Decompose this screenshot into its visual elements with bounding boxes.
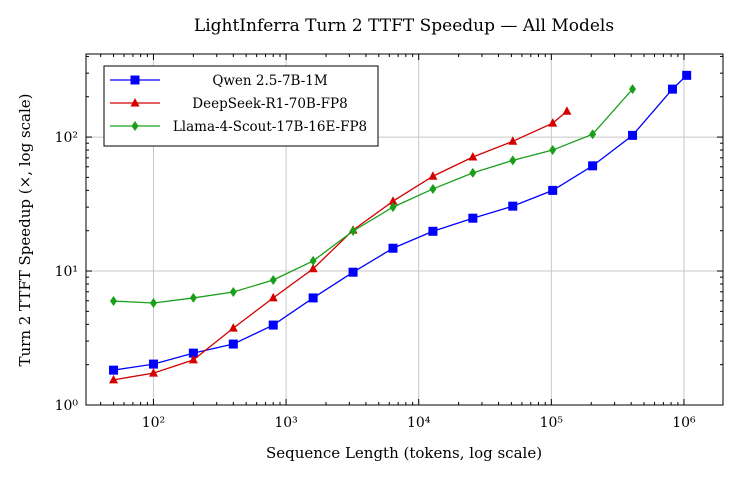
plot-frame: [85, 53, 724, 406]
data-point-triangle: [562, 106, 572, 115]
series-line: [113, 110, 568, 381]
series-line: [113, 88, 634, 304]
x-tick-label: 10⁵: [540, 415, 564, 431]
data-point-square: [588, 161, 598, 171]
x-tick-label: 10²: [142, 415, 165, 431]
data-point-diamond: [309, 255, 317, 266]
data-point-triangle: [109, 374, 119, 384]
data-point-triangle: [548, 118, 558, 127]
data-point-diamond: [589, 129, 597, 140]
data-point-triangle: [188, 354, 198, 364]
y-tick-label: 10⁰: [55, 398, 79, 414]
data-point-square: [148, 359, 158, 369]
data-point-square: [130, 75, 140, 85]
x-tick-label: 10⁴: [407, 415, 431, 431]
data-point-diamond: [349, 226, 357, 237]
data-point-diamond: [629, 84, 637, 95]
legend-label: Llama-4-Scout-17B-16E-FP8: [173, 119, 367, 135]
data-point-triangle: [148, 368, 158, 377]
x-axis-label: Sequence Length (tokens, log scale): [266, 444, 542, 462]
data-point-triangle: [468, 152, 478, 161]
data-point-triangle: [268, 292, 278, 302]
data-point-square: [508, 201, 518, 211]
y-tick-label: 10¹: [55, 264, 78, 280]
data-point-diamond: [429, 183, 437, 194]
x-tick-label: 10⁶: [672, 415, 696, 431]
data-point-diamond: [389, 202, 397, 213]
data-point-diamond: [509, 155, 517, 166]
chart-title: LightInferra Turn 2 TTFT Speedup — All M…: [194, 16, 614, 36]
data-point-square: [109, 365, 119, 375]
data-point-diamond: [549, 145, 557, 156]
data-point-triangle: [508, 136, 518, 145]
data-point-diamond: [469, 167, 477, 178]
data-point-square: [682, 70, 692, 80]
series-layer: [109, 70, 692, 384]
data-point-triangle: [228, 323, 238, 332]
legend: Qwen 2.5-7B-1M DeepSeek-R1-70B-FP8 Llama-4…: [103, 65, 379, 147]
data-point-square: [228, 339, 238, 349]
legend-box: [103, 65, 379, 147]
data-point-triangle: [388, 196, 398, 205]
data-point-diamond: [110, 296, 118, 307]
data-point-diamond: [229, 287, 237, 298]
data-point-triangle: [130, 98, 140, 107]
data-point-square: [268, 320, 278, 330]
ticks: 10² 10³ 10⁴ 10⁵ 10⁶ 10⁰ 10¹ 10²: [55, 54, 723, 431]
series-diamond: [110, 84, 637, 309]
data-point-diamond: [131, 121, 139, 131]
data-point-square: [428, 226, 438, 236]
legend-label: Qwen 2.5-7B-1M: [212, 73, 328, 89]
data-point-square: [388, 243, 398, 253]
data-point-diamond: [189, 292, 197, 303]
data-point-triangle: [308, 263, 318, 273]
y-axis-label: Turn 2 TTFT Speedup (×, log scale): [16, 93, 34, 366]
data-point-diamond: [269, 275, 277, 286]
x-tick-label: 10³: [274, 415, 297, 431]
data-point-square: [188, 348, 198, 358]
data-point-square: [348, 267, 358, 277]
series-line: [113, 74, 688, 371]
data-point-triangle: [428, 171, 438, 180]
data-point-square: [308, 293, 318, 303]
legend-label: DeepSeek-R1-70B-FP8: [192, 96, 347, 112]
data-point-diamond: [149, 298, 157, 309]
data-point-square: [628, 130, 638, 140]
data-point-square: [548, 185, 558, 195]
series-triangle: [109, 106, 572, 384]
data-point-square: [667, 84, 677, 94]
y-tick-label: 10²: [55, 130, 78, 146]
data-point-square: [468, 213, 478, 223]
series-square: [109, 70, 692, 375]
